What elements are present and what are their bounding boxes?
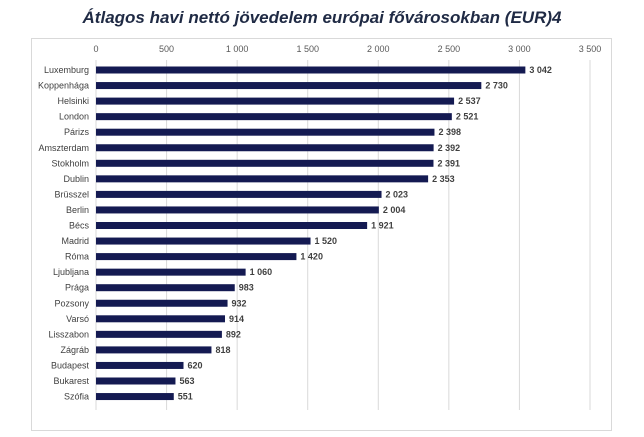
value-label: 2 023 <box>386 189 409 199</box>
x-tick-label: 1 000 <box>226 44 249 54</box>
value-label: 2 398 <box>438 127 461 137</box>
value-label: 2 004 <box>383 205 406 215</box>
category-label: Bukarest <box>53 376 89 386</box>
x-axis-ticks: 0 500 1 000 1 500 2 000 2 500 3 000 3 500 <box>93 44 601 54</box>
category-label: Róma <box>65 252 89 262</box>
bar <box>96 346 212 354</box>
value-label: 1 060 <box>250 267 273 277</box>
bar <box>96 253 297 261</box>
category-label: Koppenhága <box>38 81 89 91</box>
x-tick-label: 2 000 <box>367 44 390 54</box>
bar <box>96 128 435 136</box>
category-label: Pozsony <box>54 298 89 308</box>
value-label: 3 042 <box>529 65 552 75</box>
bar <box>96 237 311 245</box>
value-label: 2 392 <box>438 143 461 153</box>
value-label: 551 <box>178 392 193 402</box>
category-label: Budapest <box>51 360 90 370</box>
bar <box>96 175 429 183</box>
value-label: 1 520 <box>315 236 338 246</box>
category-label: Helsinki <box>57 96 89 106</box>
category-label: Prága <box>65 283 89 293</box>
category-label: Bécs <box>69 221 90 231</box>
value-label: 1 420 <box>300 252 323 262</box>
value-label: 932 <box>232 298 247 308</box>
bar <box>96 222 368 229</box>
bar <box>96 268 246 276</box>
bar <box>96 113 452 121</box>
value-label: 620 <box>188 360 203 370</box>
category-label: Madrid <box>61 236 89 246</box>
bar <box>96 144 434 152</box>
bar <box>96 206 379 214</box>
category-label: Szófia <box>64 392 89 402</box>
bars <box>96 66 526 401</box>
chart-frame <box>31 38 612 431</box>
chart-title: Átlagos havi nettó jövedelem európai főv… <box>82 8 562 27</box>
bar <box>96 159 434 167</box>
value-labels: 3 042 2 730 2 537 2 521 2 398 2 392 2 391 2 353… <box>178 65 552 402</box>
category-label: Zágráb <box>60 345 89 355</box>
x-tick-label: 0 <box>93 44 98 54</box>
value-label: 914 <box>229 314 244 324</box>
value-label: 1 921 <box>371 221 394 231</box>
category-label: Amszterdam <box>38 143 89 153</box>
grid-lines <box>95 60 591 410</box>
category-label: Dublin <box>63 174 89 184</box>
value-label: 563 <box>179 376 194 386</box>
category-label: Lisszabon <box>48 329 89 339</box>
x-tick-label: 3 500 <box>579 44 602 54</box>
bar <box>96 190 382 198</box>
x-tick-label: 2 500 <box>438 44 461 54</box>
category-label: Luxemburg <box>44 65 89 75</box>
bar <box>96 284 235 292</box>
value-label: 892 <box>226 329 241 339</box>
category-labels: Luxemburg Koppenhága Helsinki London Párizs A… <box>38 65 90 402</box>
category-label: Brüsszel <box>54 189 89 199</box>
bar <box>96 315 226 323</box>
category-label: Stokholm <box>51 158 89 168</box>
value-label: 983 <box>239 283 254 293</box>
x-tick-label: 3 000 <box>508 44 531 54</box>
bar <box>96 66 526 74</box>
value-label: 2 537 <box>458 96 481 106</box>
bar <box>96 330 222 338</box>
value-label: 818 <box>215 345 230 355</box>
category-label: London <box>59 112 89 122</box>
bar <box>96 97 455 105</box>
category-label: Berlin <box>66 205 89 215</box>
x-tick-label: 1 500 <box>296 44 319 54</box>
value-label: 2 391 <box>437 158 460 168</box>
value-label: 2 521 <box>456 112 479 122</box>
value-label: 2 730 <box>485 81 508 91</box>
bar <box>96 361 184 369</box>
category-label: Ljubljana <box>53 267 89 277</box>
bar <box>96 377 176 385</box>
category-label: Párizs <box>64 127 90 137</box>
bar <box>96 82 482 90</box>
bar <box>96 393 174 401</box>
x-tick-label: 500 <box>159 44 174 54</box>
category-label: Varsó <box>66 314 89 324</box>
value-label: 2 353 <box>432 174 455 184</box>
bar <box>96 299 228 307</box>
